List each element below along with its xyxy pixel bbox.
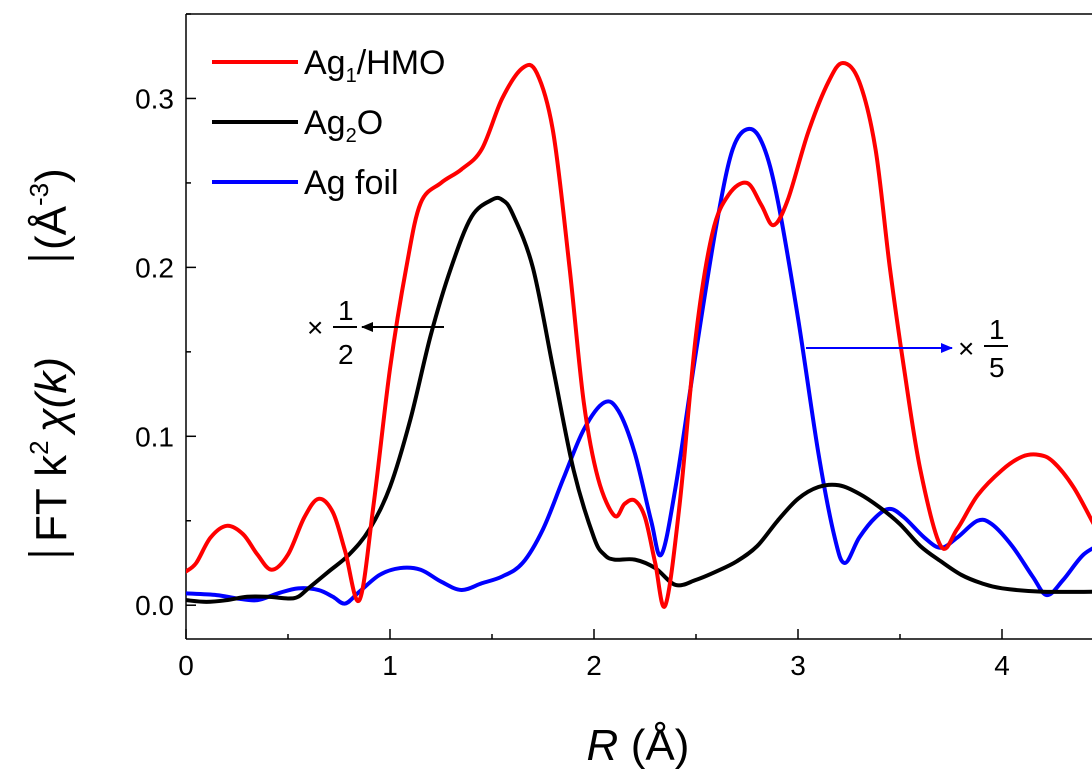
annotation-fifth-numerator: 1 — [989, 314, 1005, 345]
y-tick-label: 0.0 — [135, 590, 174, 621]
y-title-unit-open: (Å — [27, 205, 76, 250]
axis-ticks: 0 1 2 3 4 0.0 0.1 0.2 0.3 — [135, 13, 1010, 681]
annotation-fifth-times: × — [958, 333, 974, 364]
y-tick-label: 0.1 — [135, 421, 174, 452]
svg-text:(Å-3): (Å-3) — [24, 168, 76, 250]
annotation-half: × 1 2 — [307, 295, 444, 370]
legend-label-ag1-hmo: Ag1/HMO — [304, 44, 446, 87]
y-tick-label: 0.3 — [135, 83, 174, 114]
annotation-half-denominator: 2 — [338, 339, 354, 370]
y-title-power: 2 — [24, 440, 54, 454]
annotation-fifth: × 1 5 — [806, 314, 1008, 383]
svg-text:FT k2χ(k): FT k2 χ(k) — [24, 357, 76, 542]
annotation-half-times: × — [307, 312, 323, 343]
legend: Ag1/HMO Ag2O Ag foil — [212, 44, 446, 202]
x-tick-label: 1 — [382, 650, 398, 681]
annotation-half-numerator: 1 — [338, 295, 354, 326]
legend-label-ag2o: Ag2O — [304, 104, 383, 147]
x-axis-symbol: R — [587, 721, 619, 770]
y-title-chi: χ(k) — [27, 357, 76, 436]
x-tick-label: 3 — [790, 650, 806, 681]
y-title-prefix: FT k — [27, 454, 76, 542]
annotation-fifth-denominator: 5 — [989, 352, 1005, 383]
svg-text:R (Å): R (Å) — [587, 721, 690, 770]
legend-label-ag-foil: Ag foil — [304, 164, 399, 202]
x-axis-title: R (Å) — [587, 721, 690, 770]
series-line-ag1-hmo — [186, 60, 1092, 609]
x-tick-label: 2 — [586, 650, 602, 681]
x-tick-label: 4 — [994, 650, 1010, 681]
y-tick-label: 0.2 — [135, 252, 174, 283]
series-layer — [186, 60, 1092, 609]
x-axis-unit: (Å) — [631, 721, 690, 770]
series-line-ag2o — [186, 195, 1092, 604]
y-title-unit-close: ) — [27, 168, 76, 183]
x-tick-label: 0 — [178, 650, 194, 681]
y-title-unit-power: -3 — [24, 183, 54, 206]
plot-axes — [185, 13, 1092, 640]
annotations: × 1 2 × 1 5 — [307, 295, 1008, 383]
y-axis-title: FT k2 χ(k) (Å-3) — [24, 168, 76, 556]
